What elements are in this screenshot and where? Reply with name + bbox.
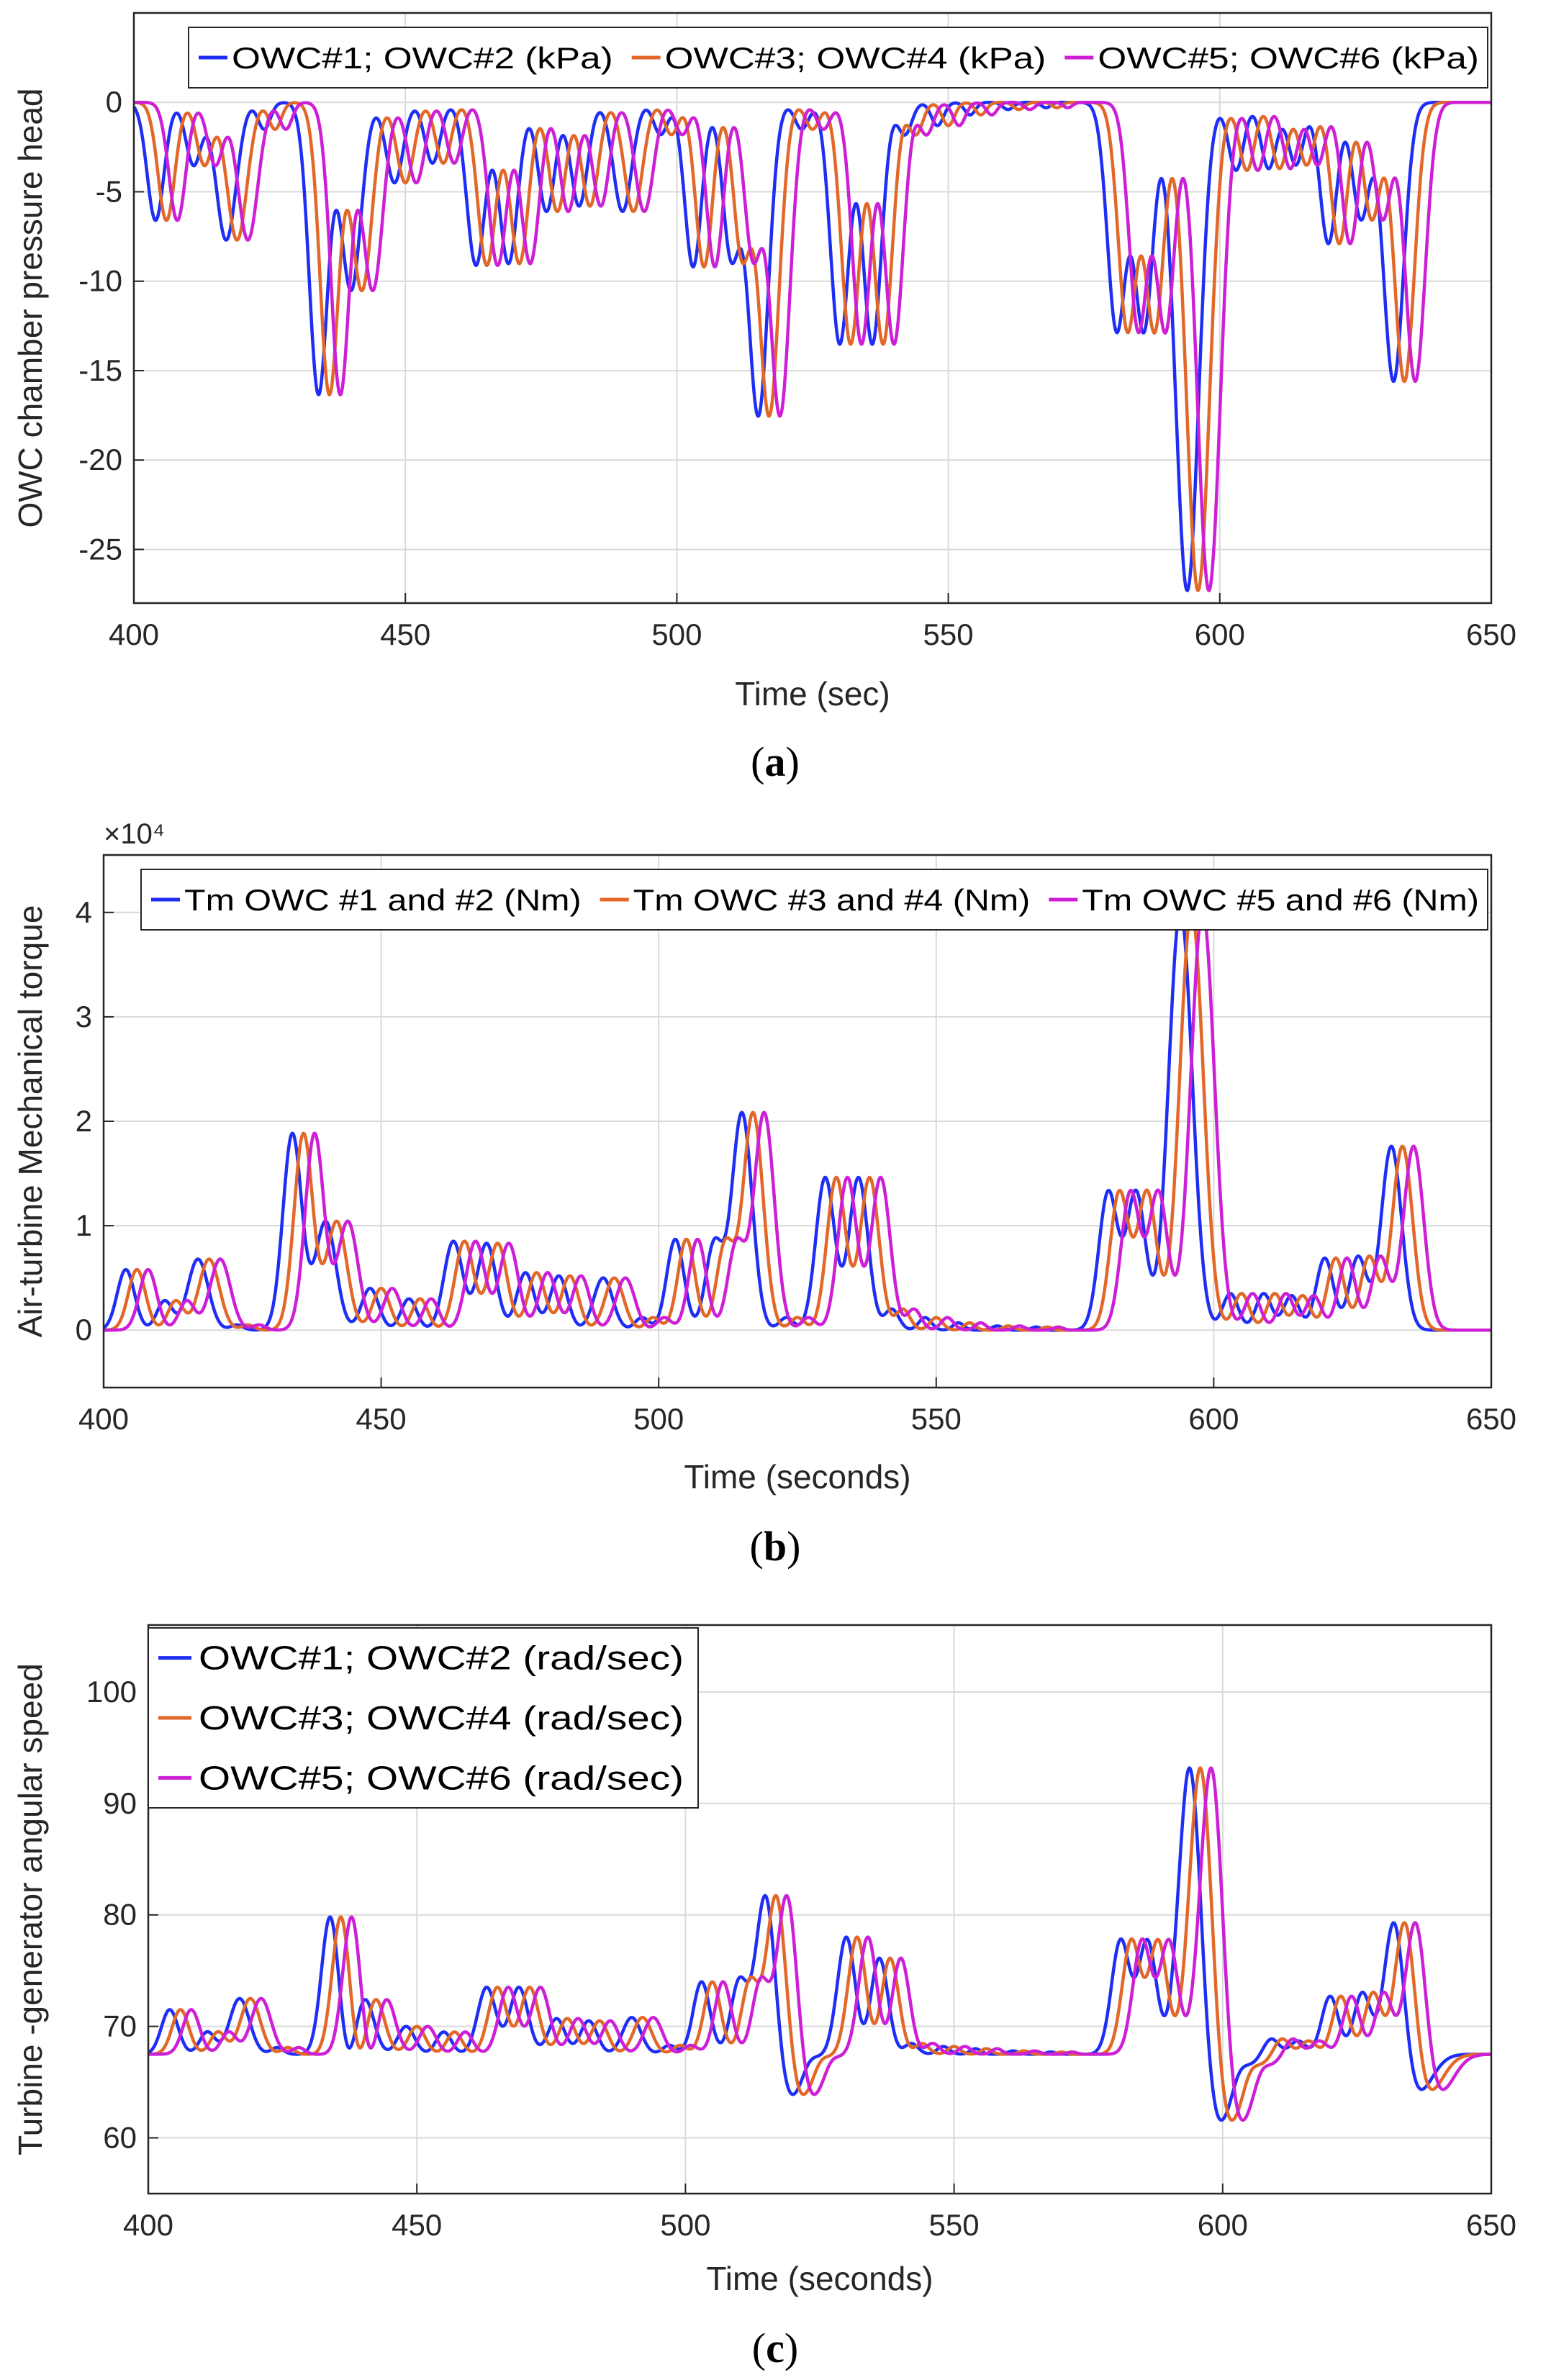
x-tick-label: 650	[1466, 1402, 1516, 1436]
panel-caption: (a)	[751, 738, 800, 785]
exponent-label: ×10⁴	[104, 818, 165, 850]
y-tick-label: 100	[86, 1675, 137, 1709]
y-tick-label: 2	[76, 1104, 92, 1138]
y-tick-label: -25	[78, 532, 122, 566]
x-tick-label: 400	[109, 617, 159, 651]
series-line-2	[102, 908, 1493, 1332]
y-tick-label: -10	[78, 264, 122, 298]
series-line-3	[132, 100, 1493, 592]
y-tick-label: 1	[76, 1208, 92, 1242]
y-tick-label: 90	[103, 1786, 137, 1820]
y-tick-label: 70	[103, 2009, 137, 2043]
x-tick-label: 450	[356, 1402, 407, 1436]
x-tick-label: 600	[1198, 2208, 1248, 2242]
x-tick-label: 650	[1466, 2208, 1516, 2242]
caption-open-paren: (	[751, 738, 764, 785]
axes-box	[147, 1624, 1493, 2195]
legend-label-2: OWC#3; OWC#4 (rad/sec)	[199, 1699, 684, 1737]
x-axis-label: Time (seconds)	[684, 1458, 910, 1496]
legend-label-2: Tm OWC #3 and #4 (Nm)	[633, 883, 1031, 917]
legend-label-2: OWC#3; OWC#4 (kPa)	[665, 41, 1046, 75]
legend-label-1: OWC#1; OWC#2 (rad/sec)	[199, 1639, 684, 1677]
x-tick-label: 550	[923, 617, 974, 651]
series-line-1	[147, 1766, 1493, 2122]
axes-box	[132, 12, 1493, 605]
chart-panel-b: 400 450 500 550 600 650 0 1 2 3 4 ×10⁴ Time (seconds…	[12, 818, 1516, 1570]
series-line-3	[147, 1766, 1493, 2122]
axes-box	[102, 854, 1493, 1389]
legend: OWC#1; OWC#2 (rad/sec) OWC#3; OWC#4 (rad/…	[148, 1627, 699, 1809]
y-tick-label: 0	[76, 1313, 92, 1347]
caption-letter: b	[764, 1523, 787, 1570]
y-tick-label: -20	[78, 443, 122, 476]
legend-label-3: Tm OWC #5 and #6 (Nm)	[1082, 883, 1479, 917]
legend-label-3: OWC#5; OWC#6 (kPa)	[1098, 41, 1479, 75]
caption-letter: c	[766, 2325, 784, 2371]
caption-letter: a	[765, 738, 786, 785]
chart-panel-a: 400 450 500 550 600 650 0 -5 -10 -15 -20 -25 Time (s…	[12, 12, 1516, 785]
x-tick-label: 550	[911, 1402, 962, 1436]
y-axis-label: Turbine -generator angular speed	[12, 1663, 49, 2155]
legend-label-1: Tm OWC #1 and #2 (Nm)	[184, 883, 582, 917]
panel-caption: (c)	[752, 2325, 798, 2371]
caption-close-paren: )	[787, 1523, 800, 1570]
series-line-2	[147, 1766, 1493, 2122]
legend: OWC#1; OWC#2 (kPa) OWC#3; OWC#4 (kPa) OWC#…	[188, 27, 1488, 89]
x-tick-label: 650	[1466, 617, 1516, 651]
caption-close-paren: )	[786, 738, 800, 785]
x-axis-label: Time (seconds)	[706, 2260, 933, 2297]
y-tick-label: -5	[96, 174, 122, 208]
x-axis-label: Time (sec)	[735, 675, 890, 712]
legend-box	[148, 1627, 699, 1809]
y-tick-label: 3	[76, 1000, 92, 1033]
legend: Tm OWC #1 and #2 (Nm) Tm OWC #3 and #4 (N…	[140, 869, 1488, 931]
y-tick-label: 4	[76, 895, 92, 929]
x-tick-label: 500	[660, 2208, 710, 2242]
y-tick-label: -15	[78, 353, 122, 387]
legend-label-3: OWC#5; OWC#6 (rad/sec)	[199, 1759, 684, 1796]
x-tick-label: 600	[1195, 617, 1245, 651]
x-tick-label: 500	[633, 1402, 684, 1436]
x-tick-label: 450	[380, 617, 430, 651]
x-tick-label: 600	[1188, 1402, 1239, 1436]
x-tick-label: 450	[392, 2208, 442, 2242]
legend-label-1: OWC#1; OWC#2 (kPa)	[232, 41, 613, 75]
caption-close-paren: )	[784, 2325, 798, 2371]
legend-box	[140, 869, 1488, 931]
y-tick-label: 60	[103, 2121, 137, 2155]
panel-caption: (b)	[750, 1523, 801, 1570]
series-line-2	[132, 100, 1493, 592]
y-tick-label: 80	[103, 1898, 137, 1932]
y-axis-label: Air-turbine Mechanical torque	[12, 905, 49, 1338]
x-tick-label: 500	[651, 617, 702, 651]
legend-box	[188, 27, 1488, 89]
x-tick-label: 400	[123, 2208, 173, 2242]
x-tick-label: 550	[929, 2208, 980, 2242]
caption-open-paren: (	[752, 2325, 766, 2371]
caption-open-paren: (	[750, 1523, 764, 1570]
y-tick-label: 0	[106, 85, 122, 119]
series-line-3	[102, 908, 1493, 1332]
chart-panel-c: 400 450 500 550 600 650 60 70 80 90 100 Time (secon…	[12, 1624, 1516, 2371]
x-tick-label: 400	[78, 1402, 129, 1436]
y-axis-label: OWC chamber pressure head	[12, 88, 49, 528]
